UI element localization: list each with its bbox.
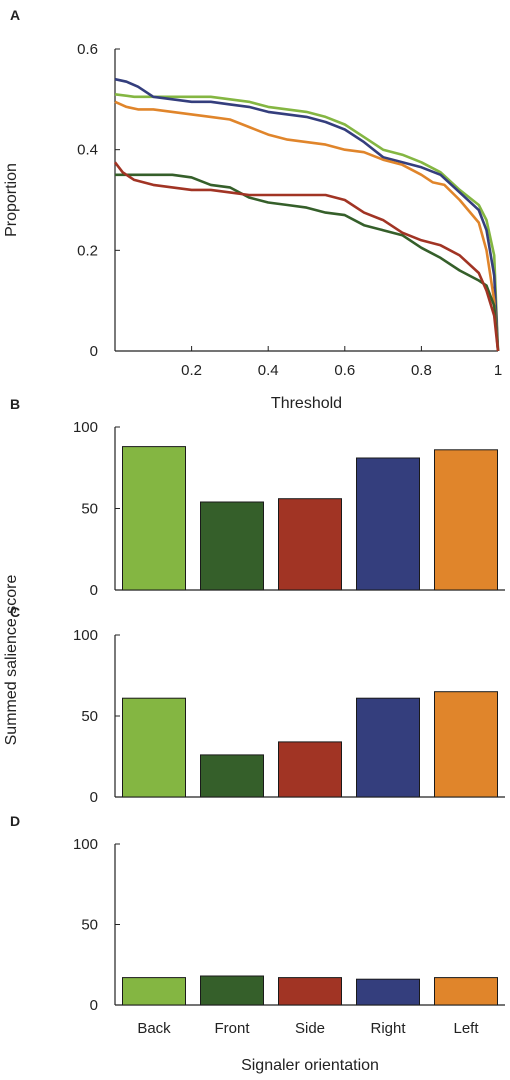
category-label-right: Right [370,1020,406,1037]
panel-a-x-label: Threshold [271,395,342,412]
y-tick-label: 0 [90,582,98,599]
panel-a-series-line-1 [114,93,500,352]
panel-a-x-tick-label: 1 [494,362,502,379]
shared-x-axis-label: Signaler orientation [241,1057,379,1074]
panel-a-y-tick-label: 0.2 [77,242,98,259]
panel-a-series-line-5 [113,161,500,352]
panel-a-x-tick-label: 0.2 [181,362,202,379]
category-label-front: Front [214,1020,250,1037]
bar-front [200,754,264,798]
bar-left [434,691,498,798]
bar-side [278,741,342,798]
y-tick-label: 50 [81,708,98,725]
bar-right [356,978,420,1006]
panel-a-y-label: Proportion [3,163,20,237]
bar-side [278,498,342,591]
panel-c: C 0 50 100 [10,604,505,806]
bar-right [356,697,420,798]
panel-a-series-line-4 [115,173,500,352]
bar-left [434,977,498,1006]
panel-a-letter: A [10,7,20,23]
bar-front [200,501,264,591]
category-label-left: Left [453,1020,479,1037]
panel-a-series-line-2 [114,77,500,352]
bar-back [122,977,186,1006]
panel-a: A 0 0.2 0.4 0.6 0.2 0.4 0.6 0.8 1 Threshold Proport… [3,7,502,412]
y-tick-label: 0 [90,997,98,1014]
y-tick-label: 100 [73,627,98,644]
shared-y-axis-label: Summed salience score [3,575,20,746]
bar-left [434,449,498,591]
panel-a-x-tick-label: 0.6 [334,362,355,379]
y-tick-label: 0 [90,789,98,806]
panel-a-y-tick-label: 0.4 [77,142,98,159]
y-tick-label: 50 [81,917,98,934]
y-tick-label: 50 [81,501,98,518]
panel-a-y-tick-label: 0 [90,343,98,360]
bar-front [200,975,264,1006]
bar-back [122,697,186,798]
panel-a-y-tick-label: 0.6 [77,41,98,58]
panel-a-series-line-3 [114,100,500,352]
panel-c-letter: C [10,604,20,620]
panel-b: B 0 50 100 [10,396,505,599]
y-tick-label: 100 [73,836,98,853]
panel-a-x-tick-label: 0.4 [258,362,279,379]
panel-d: D 0 50 100 [10,813,505,1014]
bar-right [356,457,420,591]
y-tick-label: 100 [73,419,98,436]
category-label-side: Side [295,1020,325,1037]
bar-back [122,446,186,591]
panel-a-x-tick-label: 0.8 [411,362,432,379]
panel-b-letter: B [10,396,20,412]
panel-d-letter: D [10,813,20,829]
bar-side [278,977,342,1006]
category-label-back: Back [137,1020,171,1037]
